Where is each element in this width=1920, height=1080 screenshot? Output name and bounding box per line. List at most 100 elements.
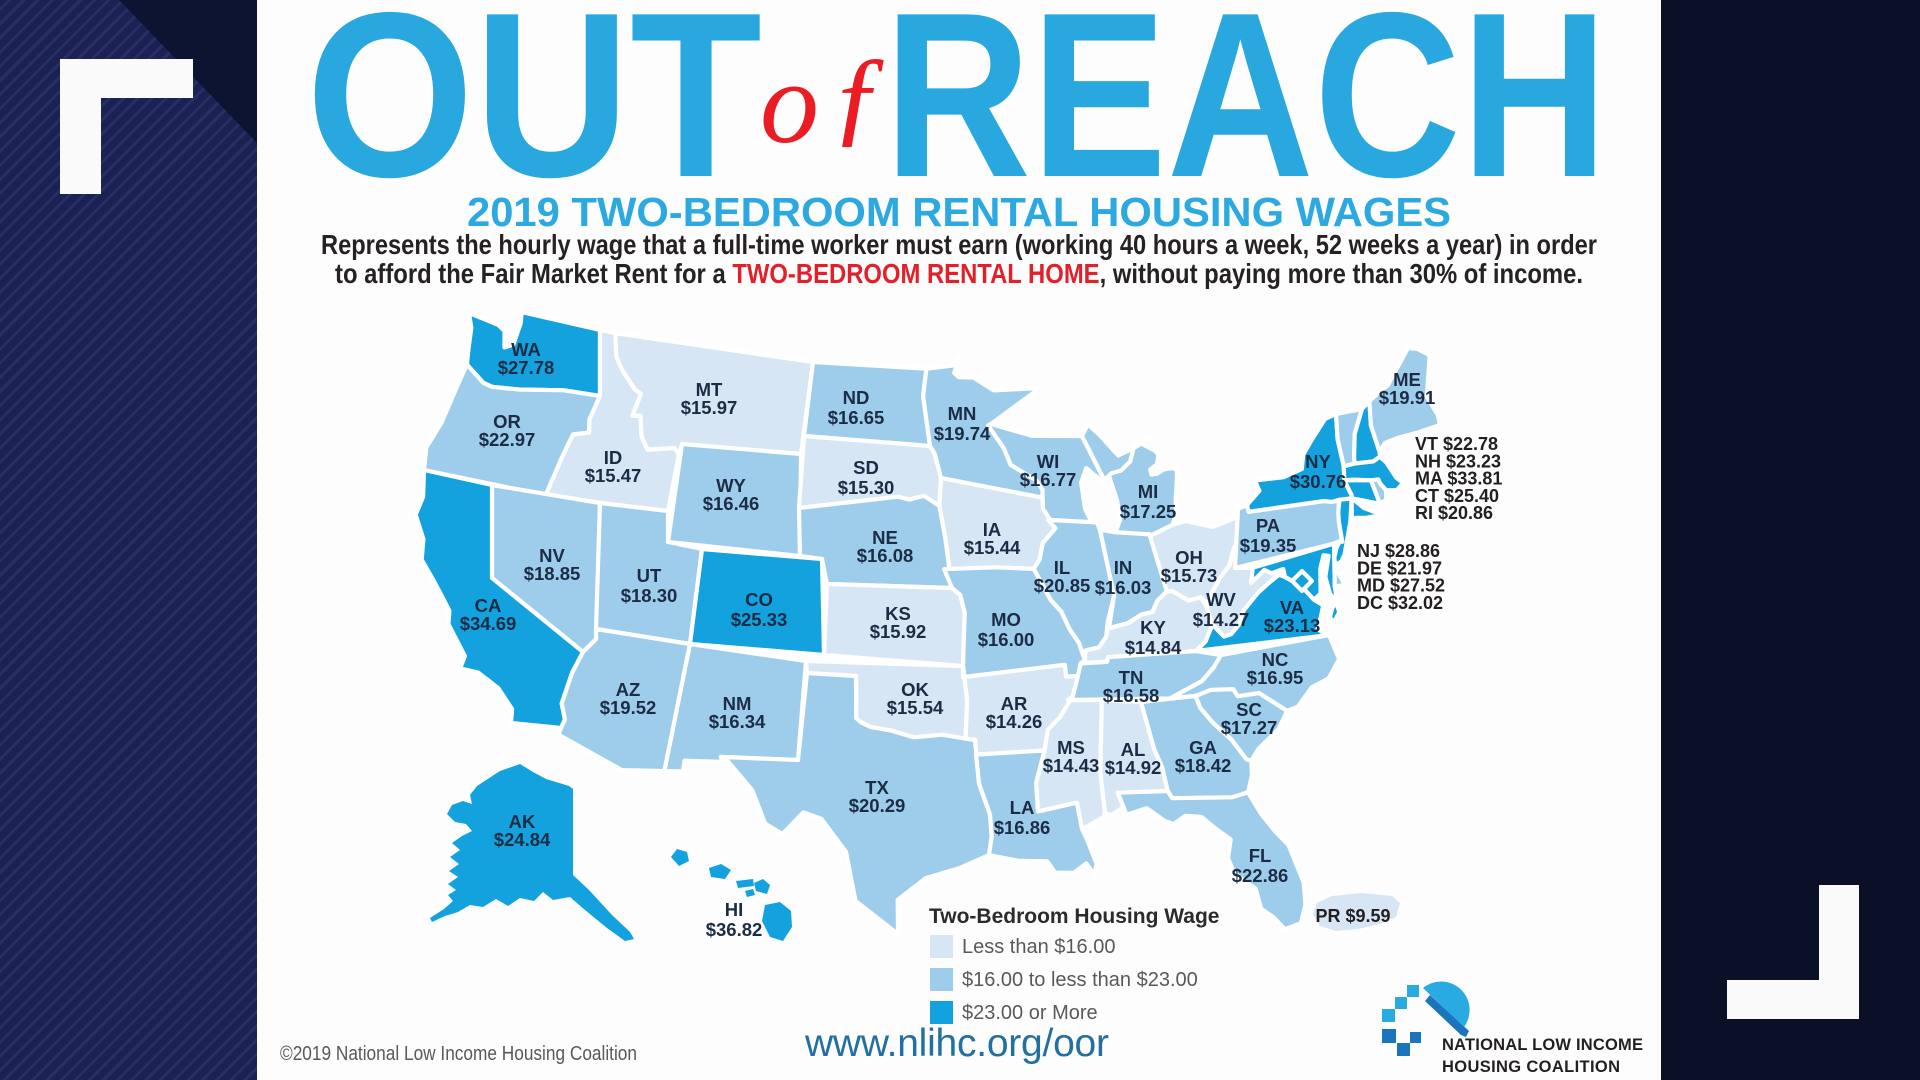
svg-text:NATIONAL LOW INCOME: NATIONAL LOW INCOME: [1442, 1036, 1643, 1054]
svg-text:ND: ND: [843, 387, 870, 408]
svg-text:$30.76: $30.76: [1290, 471, 1347, 492]
svg-text:TN: TN: [1119, 667, 1144, 688]
svg-text:to afford the Fair Market Rent: to afford the Fair Market Rent for a TWO…: [335, 258, 1583, 289]
svg-text:MA $33.81: MA $33.81: [1415, 469, 1502, 489]
svg-text:$14.27: $14.27: [1193, 609, 1250, 630]
svg-text:MO: MO: [991, 609, 1021, 630]
svg-text:$34.69: $34.69: [460, 613, 517, 634]
svg-text:$14.92: $14.92: [1105, 757, 1162, 778]
svg-text:GA: GA: [1189, 737, 1217, 758]
svg-text:$16.86: $16.86: [994, 817, 1051, 838]
svg-text:$15.44: $15.44: [964, 537, 1021, 558]
svg-text:NC: NC: [1262, 649, 1289, 670]
svg-text:www.nlihc.org/oor: www.nlihc.org/oor: [804, 1022, 1109, 1065]
svg-text:NV: NV: [539, 545, 565, 566]
svg-text:$15.73: $15.73: [1161, 565, 1218, 586]
svg-text:2019 TWO-BEDROOM RENTAL HOUSIN: 2019 TWO-BEDROOM RENTAL HOUSING WAGES: [467, 189, 1451, 235]
svg-text:$17.27: $17.27: [1221, 717, 1278, 738]
svg-text:Less than $16.00: Less than $16.00: [962, 936, 1115, 958]
svg-text:$19.52: $19.52: [600, 697, 657, 718]
svg-text:WA: WA: [511, 339, 541, 360]
svg-text:MI: MI: [1138, 481, 1159, 502]
svg-text:SC: SC: [1236, 699, 1262, 720]
svg-text:$18.85: $18.85: [524, 563, 581, 584]
svg-text:$19.35: $19.35: [1240, 535, 1297, 556]
svg-text:$23.00 or More: $23.00 or More: [962, 1002, 1098, 1024]
svg-text:NM: NM: [723, 693, 752, 714]
svg-text:$16.08: $16.08: [857, 545, 914, 566]
svg-text:NH $23.23: NH $23.23: [1415, 451, 1501, 471]
svg-text:$15.97: $15.97: [681, 397, 738, 418]
svg-text:$14.84: $14.84: [1125, 637, 1182, 658]
svg-text:AL: AL: [1121, 739, 1146, 760]
svg-text:IA: IA: [983, 519, 1002, 540]
svg-text:VA: VA: [1280, 597, 1304, 618]
svg-text:WY: WY: [716, 475, 746, 496]
svg-text:CT $25.40: CT $25.40: [1415, 486, 1499, 506]
svg-text:DE $21.97: DE $21.97: [1357, 558, 1442, 578]
svg-text:$16.03: $16.03: [1095, 577, 1152, 598]
svg-text:$18.30: $18.30: [621, 585, 678, 606]
svg-text:$16.95: $16.95: [1247, 667, 1304, 688]
svg-text:$16.77: $16.77: [1020, 469, 1077, 490]
svg-text:NJ $28.86: NJ $28.86: [1357, 541, 1440, 561]
svg-text:$19.74: $19.74: [934, 423, 991, 444]
svg-text:UT: UT: [637, 565, 662, 586]
svg-text:WI: WI: [1037, 451, 1060, 472]
svg-text:NY: NY: [1305, 451, 1331, 472]
svg-text:MD $27.52: MD $27.52: [1357, 576, 1445, 596]
svg-text:$14.43: $14.43: [1043, 755, 1100, 776]
svg-text:AZ: AZ: [616, 679, 641, 700]
svg-text:IL: IL: [1054, 557, 1070, 578]
svg-text:$16.58: $16.58: [1103, 685, 1160, 706]
svg-text:CO: CO: [745, 589, 773, 610]
svg-text:$14.26: $14.26: [986, 711, 1043, 732]
svg-text:CA: CA: [475, 595, 502, 616]
svg-text:$15.47: $15.47: [585, 465, 642, 486]
svg-text:MT: MT: [696, 379, 723, 400]
svg-text:$19.91: $19.91: [1379, 387, 1436, 408]
svg-text:$18.42: $18.42: [1175, 755, 1232, 776]
svg-text:AK: AK: [509, 811, 536, 832]
svg-text:$22.97: $22.97: [479, 429, 536, 450]
svg-text:DC $32.02: DC $32.02: [1357, 593, 1443, 613]
svg-text:$25.33: $25.33: [731, 609, 788, 630]
svg-text:REACH: REACH: [884, 0, 1608, 226]
svg-text:AR: AR: [1001, 693, 1028, 714]
svg-text:Represents the hourly wage tha: Represents the hourly wage that a full-t…: [321, 229, 1597, 260]
svg-text:$15.54: $15.54: [887, 697, 944, 718]
svg-text:MN: MN: [948, 403, 977, 424]
svg-text:OK: OK: [901, 679, 929, 700]
svg-text:©2019 National Low Income Hous: ©2019 National Low Income Housing Coalit…: [280, 1043, 637, 1065]
svg-text:$27.78: $27.78: [498, 357, 555, 378]
svg-text:$20.85: $20.85: [1034, 575, 1091, 596]
svg-text:$36.82: $36.82: [706, 919, 763, 940]
svg-text:$24.84: $24.84: [494, 829, 551, 850]
svg-text:RI $20.86: RI $20.86: [1415, 503, 1493, 523]
svg-text:FL: FL: [1249, 845, 1272, 866]
svg-text:OH: OH: [1175, 547, 1203, 568]
svg-text:WV: WV: [1206, 589, 1236, 610]
svg-text:HOUSING COALITION: HOUSING COALITION: [1442, 1058, 1620, 1076]
svg-text:$16.65: $16.65: [828, 407, 885, 428]
svg-text:$16.34: $16.34: [709, 711, 766, 732]
svg-text:$15.92: $15.92: [870, 621, 927, 642]
svg-text:Two-Bedroom Housing Wage: Two-Bedroom Housing Wage: [929, 905, 1219, 928]
svg-text:PR $9.59: PR $9.59: [1315, 906, 1390, 926]
svg-text:$16.00 to less than $23.00: $16.00 to less than $23.00: [962, 969, 1198, 991]
svg-text:LA: LA: [1010, 797, 1035, 818]
svg-text:MS: MS: [1057, 737, 1085, 758]
svg-text:OR: OR: [493, 411, 521, 432]
svg-text:$15.30: $15.30: [838, 477, 895, 498]
svg-text:$23.13: $23.13: [1264, 615, 1321, 636]
svg-text:$20.29: $20.29: [849, 795, 906, 816]
svg-text:ID: ID: [604, 447, 623, 468]
svg-text:VT $22.78: VT $22.78: [1415, 434, 1498, 454]
svg-text:HI: HI: [725, 899, 744, 920]
svg-text:$16.46: $16.46: [703, 493, 760, 514]
svg-text:KY: KY: [1140, 617, 1166, 638]
svg-text:PA: PA: [1256, 515, 1280, 536]
svg-text:$22.86: $22.86: [1232, 865, 1289, 886]
svg-text:OUT: OUT: [306, 0, 762, 226]
svg-text:IN: IN: [1114, 557, 1133, 578]
